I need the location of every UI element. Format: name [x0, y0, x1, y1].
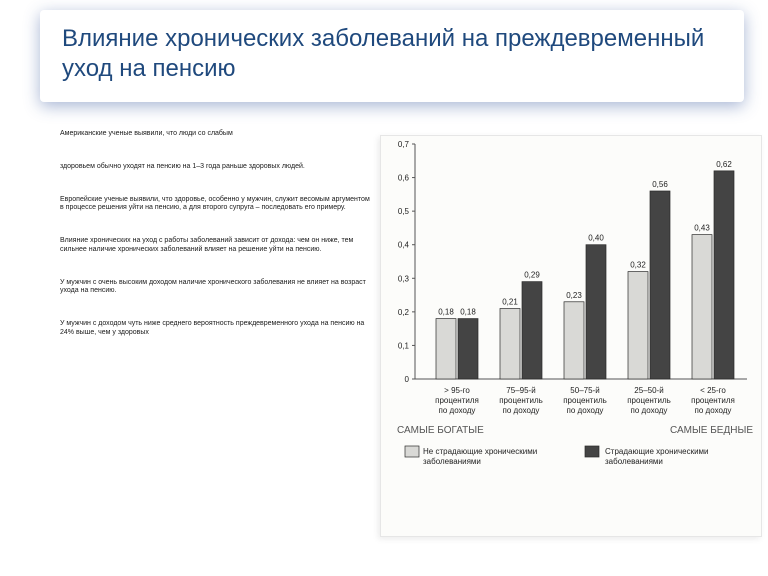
svg-text:0,4: 0,4 — [398, 241, 410, 250]
bar — [458, 319, 478, 379]
bar-value-label: 0,18 — [438, 308, 454, 317]
category-label: процентиля — [435, 396, 479, 405]
axis-footer-left: САМЫЕ БОГАТЫЕ — [397, 425, 484, 436]
category-label: 25–50-й — [634, 386, 663, 395]
legend-label: Не страдающие хроническими — [423, 447, 537, 456]
bar — [692, 235, 712, 379]
category-label: процентиль — [563, 396, 607, 405]
category-label: процентиль — [627, 396, 671, 405]
svg-text:0,3: 0,3 — [398, 274, 410, 283]
bar — [586, 245, 606, 379]
category-label: по доходу — [567, 406, 604, 415]
bar — [714, 171, 734, 379]
category-label: < 25-го — [700, 386, 726, 395]
category-label: по доходу — [631, 406, 668, 415]
body-paragraph: здоровьем обычно уходят на пенсию на 1–3… — [60, 163, 370, 172]
slide: Влияние хронических заболеваний на прежд… — [0, 0, 768, 576]
category-label: > 95-го — [444, 386, 470, 395]
bar-value-label: 0,29 — [524, 271, 540, 280]
bar-value-label: 0,62 — [716, 160, 732, 169]
category-label: по доходу — [503, 406, 540, 415]
body-paragraph: У мужчин с очень высоким доходом наличие… — [60, 279, 370, 297]
legend-label: Страдающие хроническими — [605, 447, 709, 456]
bar-chart: 00,10,20,30,40,50,60,70,180,18> 95-гопро… — [381, 136, 761, 536]
category-label: по доходу — [695, 406, 732, 415]
bar — [522, 282, 542, 379]
category-label: 75–95-й — [506, 386, 535, 395]
category-label: процентиль — [499, 396, 543, 405]
svg-text:0,6: 0,6 — [398, 174, 410, 183]
bar — [650, 191, 670, 379]
category-label: 50–75-й — [570, 386, 599, 395]
bar-value-label: 0,21 — [502, 298, 518, 307]
category-label: по доходу — [439, 406, 476, 415]
bar-value-label: 0,43 — [694, 224, 710, 233]
category-label: процентиля — [691, 396, 735, 405]
legend-swatch — [405, 446, 419, 457]
body-text-column: Американские ученые выявили, что люди со… — [60, 130, 370, 362]
bar — [564, 302, 584, 379]
axis-footer-right: САМЫЕ БЕДНЫЕ — [670, 425, 753, 436]
svg-text:0,7: 0,7 — [398, 140, 410, 149]
bar-value-label: 0,23 — [566, 291, 582, 300]
bar — [436, 319, 456, 379]
bar — [628, 272, 648, 379]
svg-text:0: 0 — [405, 375, 410, 384]
svg-text:0,5: 0,5 — [398, 207, 410, 216]
svg-text:0,1: 0,1 — [398, 341, 410, 350]
bar-value-label: 0,18 — [460, 308, 476, 317]
legend-label: заболеваниями — [423, 457, 481, 466]
bar — [500, 309, 520, 380]
legend-swatch — [585, 446, 599, 457]
bar-value-label: 0,40 — [588, 234, 604, 243]
bar-value-label: 0,32 — [630, 261, 646, 270]
page-title: Влияние хронических заболеваний на прежд… — [62, 24, 722, 84]
body-paragraph: Влияние хронических на уход с работы заб… — [60, 237, 370, 255]
legend-label: заболеваниями — [605, 457, 663, 466]
bar-value-label: 0,56 — [652, 180, 668, 189]
body-paragraph: Европейские ученые выявили, что здоровье… — [60, 196, 370, 214]
chart-panel: 00,10,20,30,40,50,60,70,180,18> 95-гопро… — [380, 135, 762, 537]
title-card: Влияние хронических заболеваний на прежд… — [40, 10, 744, 102]
svg-text:0,2: 0,2 — [398, 308, 410, 317]
body-paragraph: У мужчин с доходом чуть ниже среднего ве… — [60, 320, 370, 338]
body-paragraph: Американские ученые выявили, что люди со… — [60, 130, 370, 139]
